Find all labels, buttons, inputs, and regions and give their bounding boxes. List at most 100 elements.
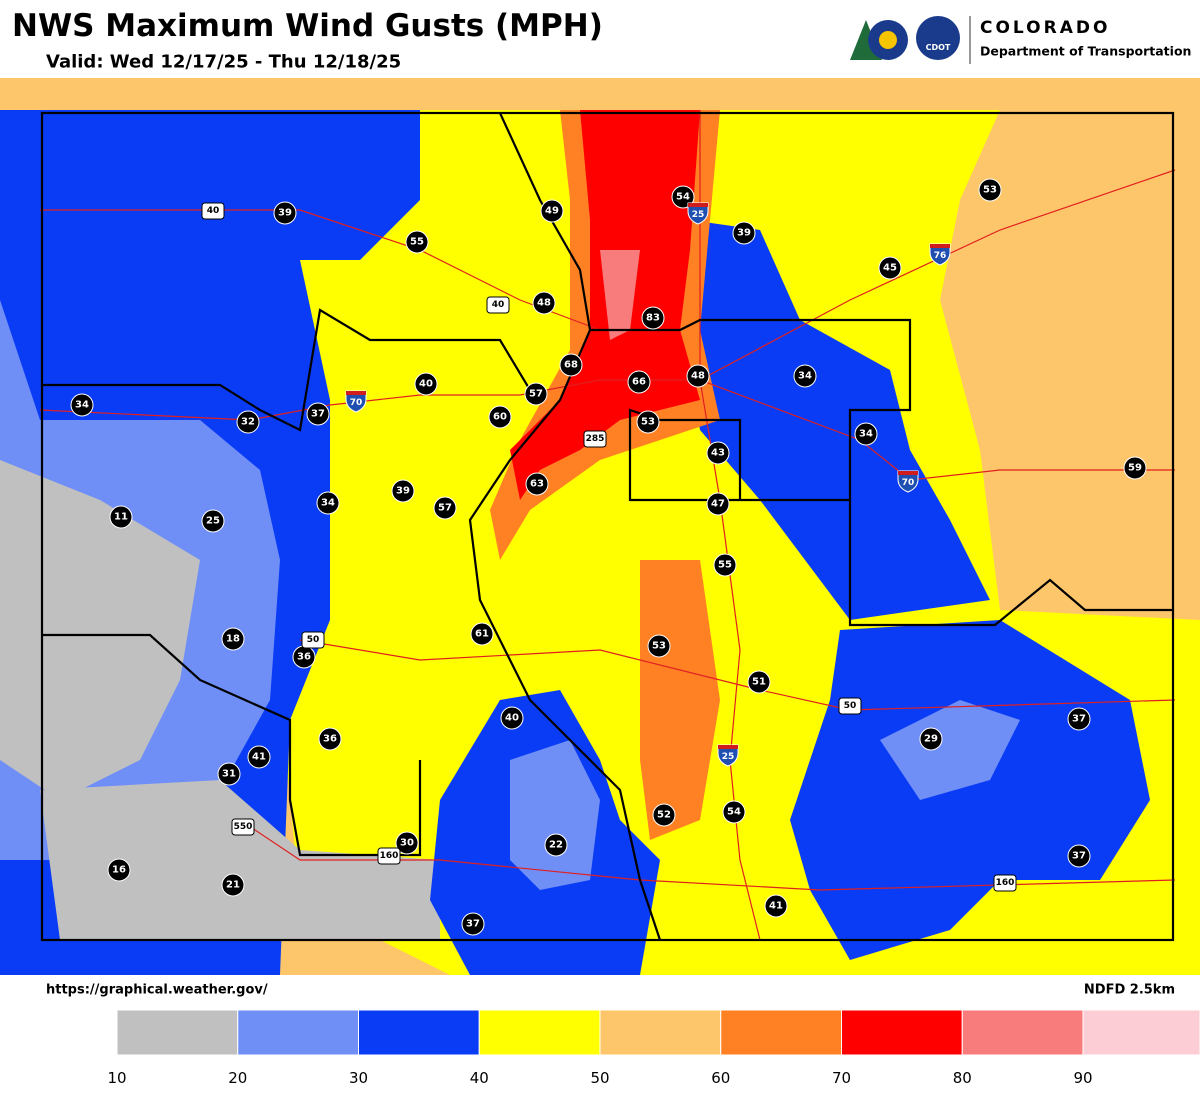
zone-pink — [600, 250, 640, 340]
highway — [699, 169, 1176, 381]
gust-marker — [540, 199, 564, 223]
interstate-shield-top — [688, 203, 708, 207]
gust-value: 39 — [278, 208, 292, 219]
gust-marker — [236, 410, 260, 434]
gust-marker — [395, 831, 419, 855]
gust-marker — [652, 803, 676, 827]
gust-marker — [627, 370, 651, 394]
gust-marker — [722, 800, 746, 824]
legend-swatch — [478, 1009, 601, 1056]
gust-value: 41 — [252, 752, 266, 763]
gust-value: 34 — [75, 400, 89, 411]
interstate-shield-top — [718, 745, 738, 749]
gust-value: 83 — [646, 313, 660, 324]
gust-labels: 39 55 49 54 39 53 45 48 83 68 66 48 34 40 57 37 32 34 60 53… — [70, 178, 1147, 936]
legend-tick-label: 50 — [590, 1069, 609, 1087]
us-shield — [201, 202, 225, 220]
gust-marker — [461, 912, 485, 936]
gust-value: 37 — [1072, 851, 1086, 862]
gust-value: 29 — [924, 734, 938, 745]
gust-marker — [217, 762, 241, 786]
highway — [299, 639, 1176, 711]
gust-marker — [854, 422, 878, 446]
gust-marker — [1067, 844, 1091, 868]
interstate-shield-top — [898, 471, 918, 475]
region-border — [848, 500, 1173, 627]
legend-swatch — [961, 1009, 1084, 1056]
gust-value: 57 — [438, 503, 452, 514]
gust-marker — [316, 491, 340, 515]
shield-label: 550 — [234, 822, 253, 832]
gust-marker — [636, 410, 660, 434]
region-border — [42, 308, 531, 432]
gust-value: 51 — [752, 677, 766, 688]
gust-marker — [70, 393, 94, 417]
legend-tick-label: 70 — [832, 1069, 851, 1087]
gust-value: 16 — [112, 865, 126, 876]
gust-value: 52 — [657, 810, 671, 821]
shield-label: 25 — [692, 210, 705, 220]
gust-marker — [221, 873, 245, 897]
gust-marker — [978, 178, 1002, 202]
boundaries — [40, 111, 1175, 942]
gust-marker — [470, 622, 494, 646]
gust-marker — [247, 745, 271, 769]
zone-gray-south — [40, 780, 440, 940]
gust-marker — [706, 492, 730, 516]
gust-marker — [107, 858, 131, 882]
gust-marker — [764, 894, 788, 918]
gust-marker — [306, 402, 330, 426]
gust-marker — [488, 405, 512, 429]
gust-marker — [524, 382, 548, 406]
gust-value: 37 — [1072, 714, 1086, 725]
gust-value: 48 — [691, 371, 705, 382]
gust-marker — [747, 670, 771, 694]
gust-value: 53 — [983, 185, 997, 196]
gust-value: 57 — [529, 389, 543, 400]
legend-swatch — [1082, 1009, 1200, 1056]
legend-tick-label: 40 — [470, 1069, 489, 1087]
map — [0, 78, 1200, 975]
legend: 10 20 30 40 50 60 70 80 90 — [0, 1009, 1200, 1087]
state-border — [40, 111, 1175, 942]
logo-agency: Department of Transportation — [980, 44, 1191, 59]
shield-label: 76 — [934, 251, 947, 261]
gust-value: 54 — [676, 192, 690, 203]
gust-value: 32 — [241, 417, 255, 428]
gust-marker — [1067, 707, 1091, 731]
region-border — [468, 112, 662, 941]
logo-sun — [879, 31, 897, 49]
legend-swatch — [599, 1009, 722, 1056]
gust-marker — [919, 727, 943, 751]
gust-marker — [713, 553, 737, 577]
gust-marker — [405, 230, 429, 254]
gust-value: 25 — [206, 516, 220, 527]
gust-value: 60 — [493, 412, 507, 423]
highway — [239, 819, 1176, 891]
gust-marker — [318, 727, 342, 751]
logo-badge: CDOT — [926, 43, 951, 52]
interstate-shield — [345, 390, 367, 413]
gust-value: 11 — [114, 512, 128, 523]
shield-label: 70 — [902, 478, 915, 488]
zone-lightblue-south — [510, 740, 600, 890]
zone-gray — [0, 460, 200, 800]
gust-value: 18 — [226, 634, 240, 645]
valid-time: Valid: Wed 12/17/25 - Thu 12/18/25 — [46, 52, 401, 73]
gust-marker — [1123, 456, 1147, 480]
gust-value: 53 — [641, 417, 655, 428]
interstate-shield-top — [930, 244, 950, 248]
gust-marker — [201, 509, 225, 533]
gust-value: 45 — [883, 263, 897, 274]
gust-value: 37 — [466, 919, 480, 930]
legend-swatch — [720, 1009, 842, 1056]
logo-cdot — [916, 16, 960, 60]
shield-label: 160 — [996, 878, 1015, 888]
footer-bg — [0, 975, 1200, 1010]
gust-value: 34 — [798, 371, 812, 382]
gust-marker — [544, 833, 568, 857]
shield-label: 50 — [307, 635, 320, 645]
gust-value: 43 — [711, 448, 725, 459]
gust-value: 68 — [564, 360, 578, 371]
